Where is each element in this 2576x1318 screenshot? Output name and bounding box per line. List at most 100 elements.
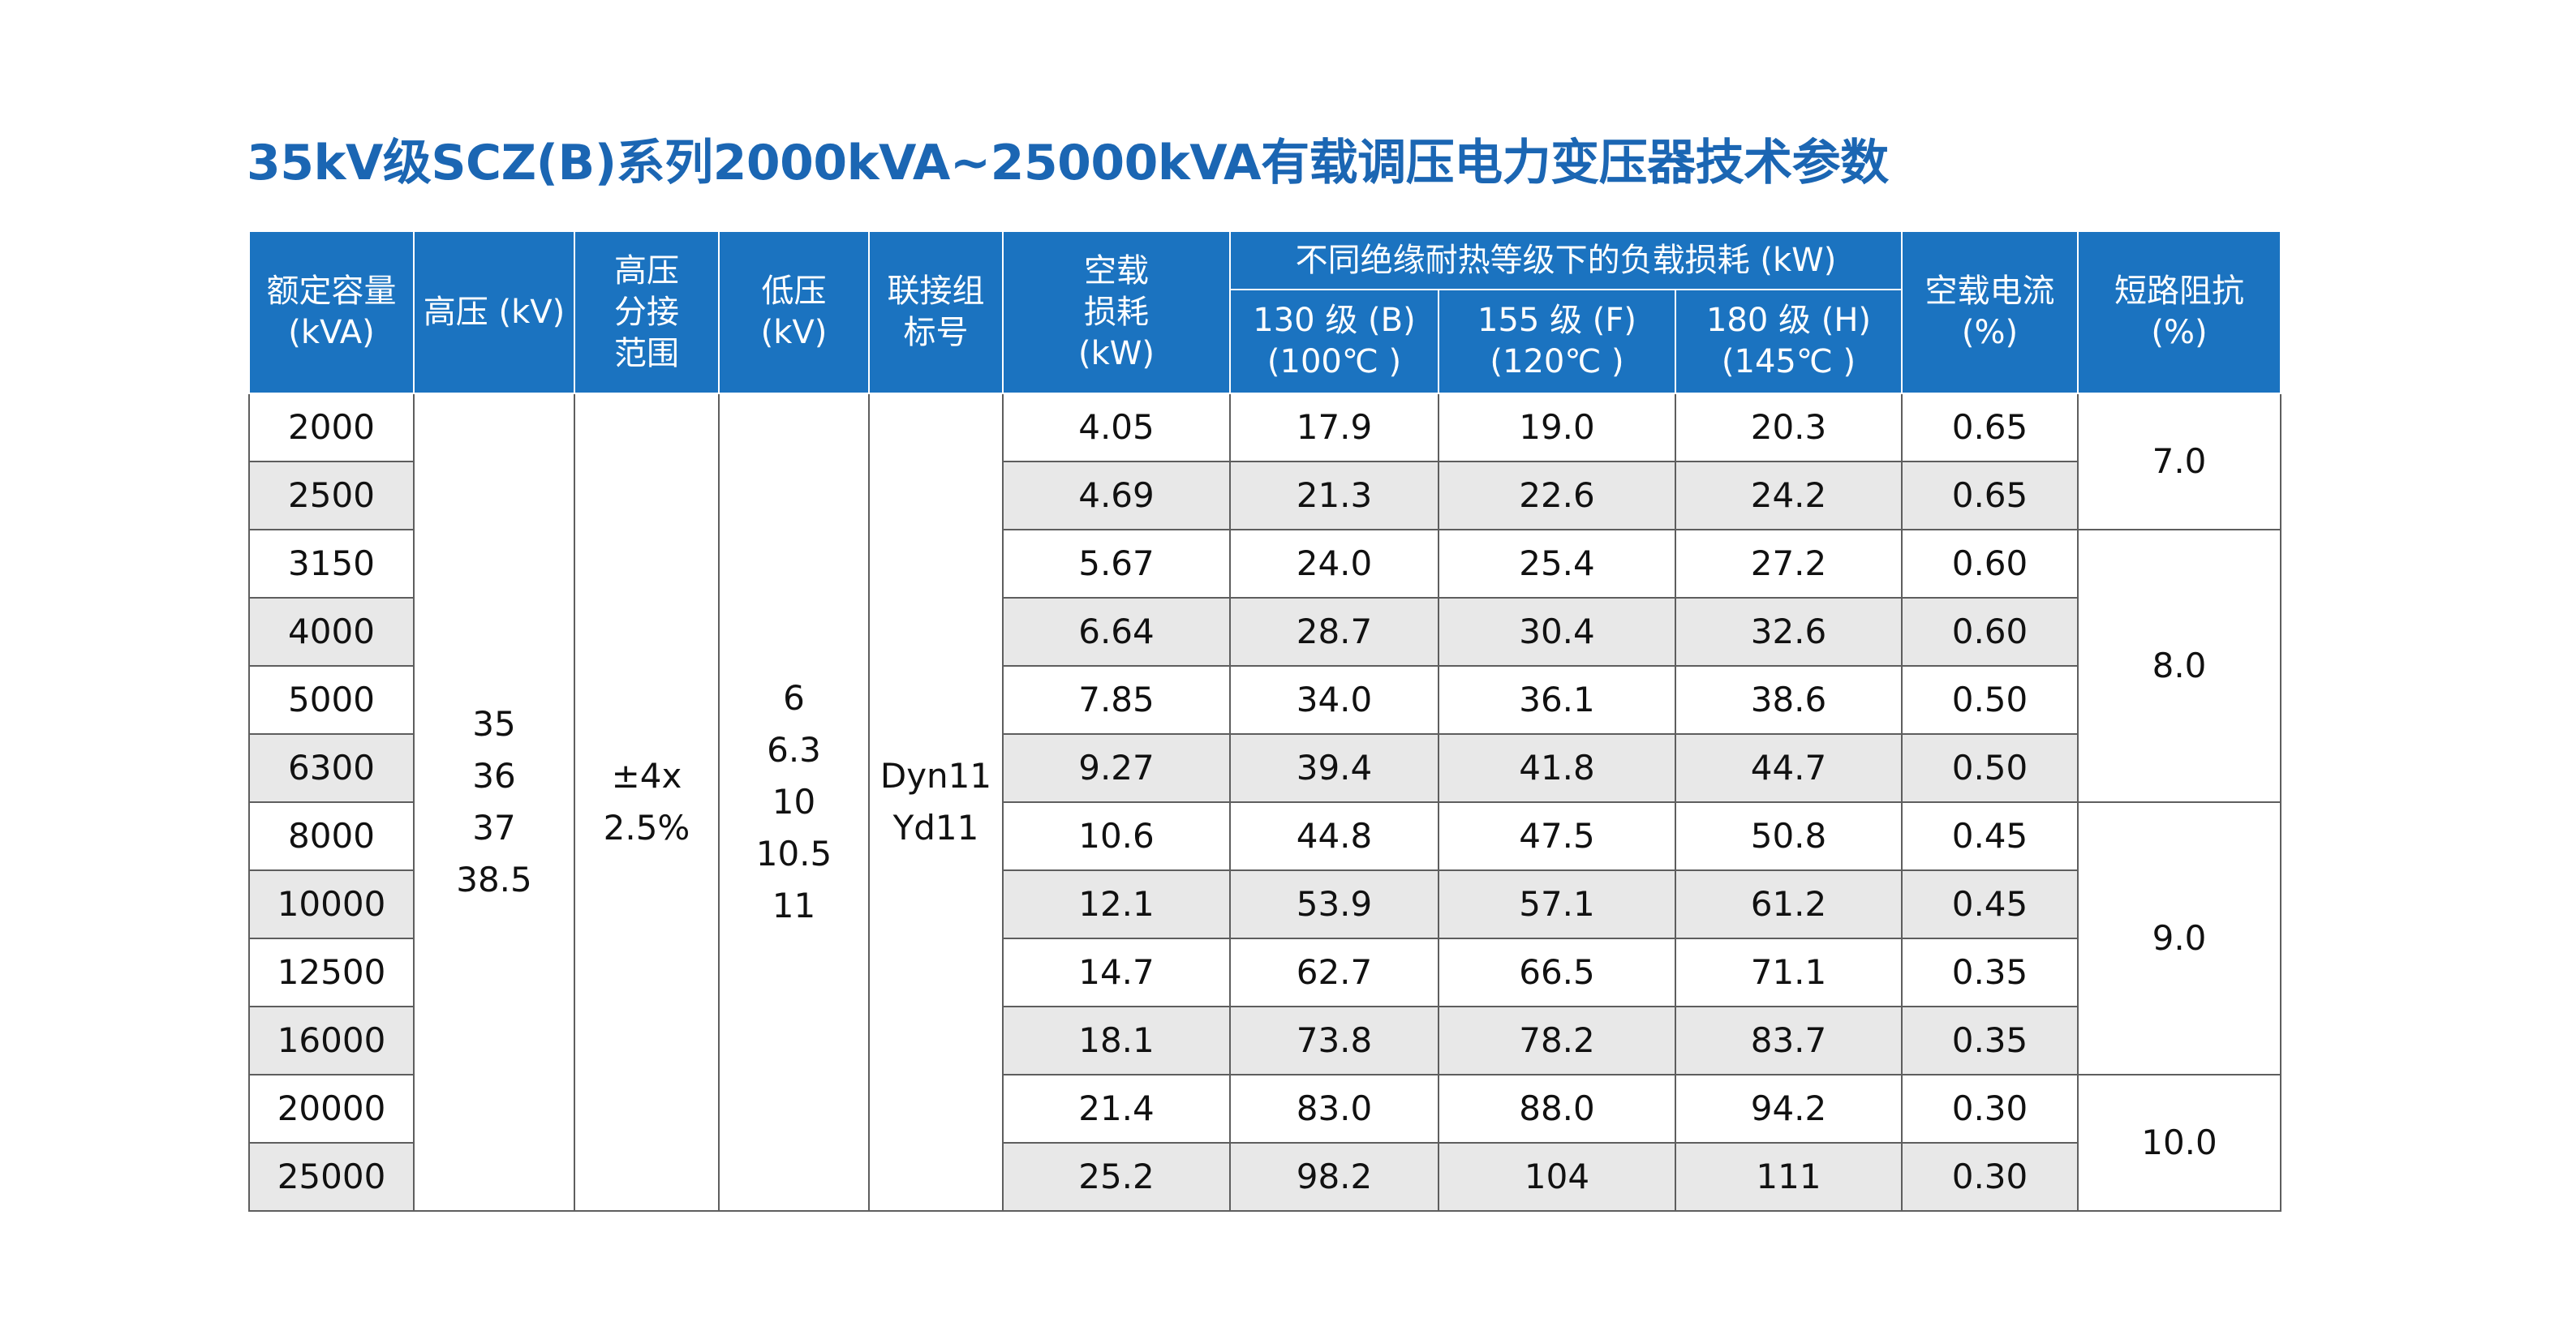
- cell-load-loss-f: 36.1: [1438, 665, 1676, 735]
- cell-no-load-current: 0.45: [1901, 869, 2079, 939]
- cell-load-loss-f: 19.0: [1438, 393, 1676, 462]
- header-load-loss-group: 不同绝缘耐热等级下的负载损耗 (kW): [1229, 230, 1903, 290]
- cell-no-load-loss: 7.85: [1002, 665, 1231, 735]
- table-row: 2000 35 36 37 38.5 ±4x 2.5% 6 6.3 10 10.5 11 Dyn11 Yd…: [248, 393, 2281, 1212]
- cell-no-load-loss: 6.64: [1002, 597, 1231, 667]
- cell-load-loss-b: 17.9: [1229, 393, 1439, 462]
- cell-capacity: 4000: [248, 597, 415, 667]
- cell-load-loss-h: 20.3: [1675, 393, 1903, 462]
- cell-no-load-current: 0.50: [1901, 665, 2079, 735]
- cell-load-loss-h: 32.6: [1675, 597, 1903, 667]
- header-tap-range: 高压 分接 范围: [574, 230, 720, 394]
- header-row-bottom: 130 级 (B) (100℃ ) 155 级 (F) (120℃ ) 180 …: [249, 289, 2281, 394]
- cell-load-loss-f: 78.2: [1438, 1006, 1676, 1075]
- cell-load-loss-b: 28.7: [1229, 597, 1439, 667]
- cell-load-loss-f: 66.5: [1438, 938, 1676, 1007]
- header-capacity: 额定容量 (kVA): [248, 230, 415, 394]
- cell-capacity: 6300: [248, 733, 415, 803]
- cell-capacity: 5000: [248, 665, 415, 735]
- cell-load-loss-b: 39.4: [1229, 733, 1439, 803]
- cell-capacity: 16000: [248, 1006, 415, 1075]
- cell-load-loss-h: 61.2: [1675, 869, 1903, 939]
- cell-no-load-loss: 25.2: [1002, 1142, 1231, 1212]
- cell-load-loss-b: 62.7: [1229, 938, 1439, 1007]
- cell-load-loss-f: 88.0: [1438, 1074, 1676, 1144]
- header-load-loss-b: 130 级 (B) (100℃ ): [1229, 289, 1439, 394]
- cell-impedance: 8.0: [2077, 529, 2281, 803]
- cell-load-loss-b: 24.0: [1229, 529, 1439, 599]
- table-row: 12500 14.7 62.7 66.5 71.1 0.35: [248, 938, 2281, 1007]
- cell-no-load-loss: 10.6: [1002, 801, 1231, 871]
- cell-load-loss-h: 94.2: [1675, 1074, 1903, 1144]
- header-lv: 低压 (kV): [718, 230, 870, 394]
- cell-no-load-current: 0.65: [1901, 393, 2079, 462]
- cell-load-loss-f: 47.5: [1438, 801, 1676, 871]
- cell-no-load-current: 0.30: [1901, 1074, 2079, 1144]
- cell-load-loss-h: 27.2: [1675, 529, 1903, 599]
- header-load-loss-h: 180 级 (H) (145℃ ): [1675, 289, 1903, 394]
- cell-load-loss-h: 44.7: [1675, 733, 1903, 803]
- cell-hv-voltage: 35 36 37 38.5: [413, 393, 575, 1212]
- header-no-load-loss: 空载 损耗 (kW): [1002, 230, 1231, 394]
- cell-no-load-loss: 4.05: [1002, 393, 1231, 462]
- cell-capacity: 12500: [248, 938, 415, 1007]
- cell-capacity: 3150: [248, 529, 415, 599]
- cell-load-loss-h: 83.7: [1675, 1006, 1903, 1075]
- cell-no-load-current: 0.60: [1901, 597, 2079, 667]
- table-row: 6300 9.27 39.4 41.8 44.7 0.50: [248, 733, 2281, 803]
- table-row: 4000 6.64 28.7 30.4 32.6 0.60: [248, 597, 2281, 667]
- cell-no-load-current: 0.30: [1901, 1142, 2079, 1212]
- cell-load-loss-b: 73.8: [1229, 1006, 1439, 1075]
- cell-no-load-current: 0.35: [1901, 1006, 2079, 1075]
- cell-vector-group: Dyn11 Yd11: [868, 393, 1004, 1212]
- cell-load-loss-h: 38.6: [1675, 665, 1903, 735]
- table-row: 3150 5.67 24.0 25.4 27.2 0.60 8.0: [248, 529, 2281, 803]
- cell-load-loss-b: 98.2: [1229, 1142, 1439, 1212]
- spec-table: 额定容量 (kVA) 高压 (kV) 高压 分接 范围 低压 (kV) 联接组 …: [248, 230, 2281, 1212]
- cell-load-loss-b: 44.8: [1229, 801, 1439, 871]
- header-hv: 高压 (kV): [413, 230, 575, 394]
- header-no-load-current: 空载电流 (%): [1901, 230, 2079, 394]
- cell-no-load-current: 0.60: [1901, 529, 2079, 599]
- cell-capacity: 2500: [248, 461, 415, 530]
- cell-capacity: 2000: [248, 393, 415, 462]
- cell-impedance: 9.0: [2077, 801, 2281, 1075]
- cell-impedance: 7.0: [2077, 393, 2281, 530]
- table-row: 10000 12.1 53.9 57.1 61.2 0.45: [248, 869, 2281, 939]
- cell-no-load-current: 0.65: [1901, 461, 2079, 530]
- cell-load-loss-h: 71.1: [1675, 938, 1903, 1007]
- cell-no-load-current: 0.50: [1901, 733, 2079, 803]
- cell-no-load-loss: 14.7: [1002, 938, 1231, 1007]
- cell-load-loss-b: 21.3: [1229, 461, 1439, 530]
- cell-no-load-loss: 18.1: [1002, 1006, 1231, 1075]
- cell-load-loss-f: 22.6: [1438, 461, 1676, 530]
- header-vector-group: 联接组 标号: [868, 230, 1004, 394]
- cell-load-loss-f: 25.4: [1438, 529, 1676, 599]
- cell-load-loss-h: 50.8: [1675, 801, 1903, 871]
- cell-load-loss-f: 104: [1438, 1142, 1676, 1212]
- cell-no-load-loss: 12.1: [1002, 869, 1231, 939]
- table-row: 5000 7.85 34.0 36.1 38.6 0.50: [248, 665, 2281, 735]
- table-row: 25000 25.2 98.2 104 111 0.30: [248, 1142, 2281, 1212]
- table-row: 16000 18.1 73.8 78.2 83.7 0.35: [248, 1006, 2281, 1075]
- cell-no-load-loss: 21.4: [1002, 1074, 1231, 1144]
- cell-load-loss-h: 111: [1675, 1142, 1903, 1212]
- cell-load-loss-b: 34.0: [1229, 665, 1439, 735]
- header-impedance: 短路阻抗 (%): [2077, 230, 2281, 394]
- cell-no-load-current: 0.45: [1901, 801, 2079, 871]
- cell-no-load-loss: 5.67: [1002, 529, 1231, 599]
- header-row-top: 额定容量 (kVA) 高压 (kV) 高压 分接 范围 低压 (kV) 联接组 …: [248, 230, 2281, 394]
- cell-load-loss-f: 30.4: [1438, 597, 1676, 667]
- cell-no-load-current: 0.35: [1901, 938, 2079, 1007]
- page-title: 35kV级SCZ(B)系列2000kVA~25000kVA有载调压电力变压器技术…: [247, 135, 1889, 191]
- cell-load-loss-f: 57.1: [1438, 869, 1676, 939]
- cell-load-loss-h: 24.2: [1675, 461, 1903, 530]
- cell-load-loss-f: 41.8: [1438, 733, 1676, 803]
- cell-no-load-loss: 4.69: [1002, 461, 1231, 530]
- table-row: 8000 10.6 44.8 47.5 50.8 0.45 9.0: [248, 801, 2281, 1075]
- cell-capacity: 8000: [248, 801, 415, 871]
- cell-impedance: 10.0: [2077, 1074, 2281, 1212]
- cell-capacity: 25000: [248, 1142, 415, 1212]
- table-row: 20000 21.4 83.0 88.0 94.2 0.30 10.0: [248, 1074, 2281, 1212]
- cell-capacity: 10000: [248, 869, 415, 939]
